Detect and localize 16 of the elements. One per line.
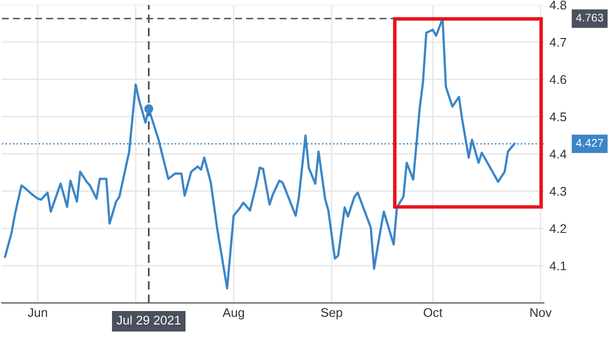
x-tick-label: Sep	[321, 308, 342, 320]
ref-line-label: Jul 29 2021	[116, 315, 180, 325]
y-tick-label: 4.3	[550, 186, 566, 196]
x-tick-label: Nov	[530, 308, 552, 317]
ref-line-label: 4.427	[576, 138, 604, 147]
x-tick-label: Oct	[424, 308, 442, 317]
y-tick-label: 4.8	[550, 0, 566, 10]
y-tick-label: 4.4	[550, 150, 566, 158]
y-tick-label: 4.5	[550, 112, 566, 122]
y-tick-label: 4.2	[550, 224, 566, 233]
y-tick-label: 4.1	[550, 262, 566, 270]
y-tick-label: 4.7	[550, 38, 566, 47]
x-tick-label: Aug	[222, 308, 244, 320]
y-tick-label: 4.6	[550, 75, 566, 84]
x-tick-label: Jun	[28, 308, 48, 317]
ref-line-label: 4.763	[576, 14, 604, 22]
